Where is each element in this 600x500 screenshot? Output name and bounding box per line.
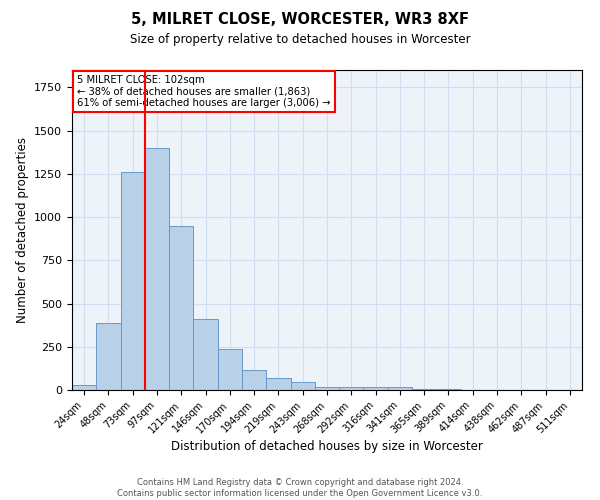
Text: Size of property relative to detached houses in Worcester: Size of property relative to detached ho…: [130, 32, 470, 46]
Bar: [145, 148, 169, 390]
Text: 5, MILRET CLOSE, WORCESTER, WR3 8XF: 5, MILRET CLOSE, WORCESTER, WR3 8XF: [131, 12, 469, 28]
Bar: [242, 370, 266, 390]
Bar: [218, 350, 242, 390]
Bar: [436, 389, 461, 390]
Bar: [315, 386, 339, 390]
Y-axis label: Number of detached properties: Number of detached properties: [16, 137, 29, 323]
Bar: [72, 385, 96, 390]
Text: 5 MILRET CLOSE: 102sqm
← 38% of detached houses are smaller (1,863)
61% of semi-: 5 MILRET CLOSE: 102sqm ← 38% of detached…: [77, 75, 331, 108]
Bar: [169, 226, 193, 390]
Bar: [121, 172, 145, 390]
Bar: [266, 378, 290, 390]
Bar: [364, 386, 388, 390]
Bar: [290, 382, 315, 390]
Bar: [96, 324, 121, 390]
Bar: [388, 388, 412, 390]
Bar: [193, 319, 218, 390]
Bar: [339, 388, 364, 390]
Text: Contains HM Land Registry data © Crown copyright and database right 2024.
Contai: Contains HM Land Registry data © Crown c…: [118, 478, 482, 498]
X-axis label: Distribution of detached houses by size in Worcester: Distribution of detached houses by size …: [171, 440, 483, 453]
Bar: [412, 389, 436, 390]
